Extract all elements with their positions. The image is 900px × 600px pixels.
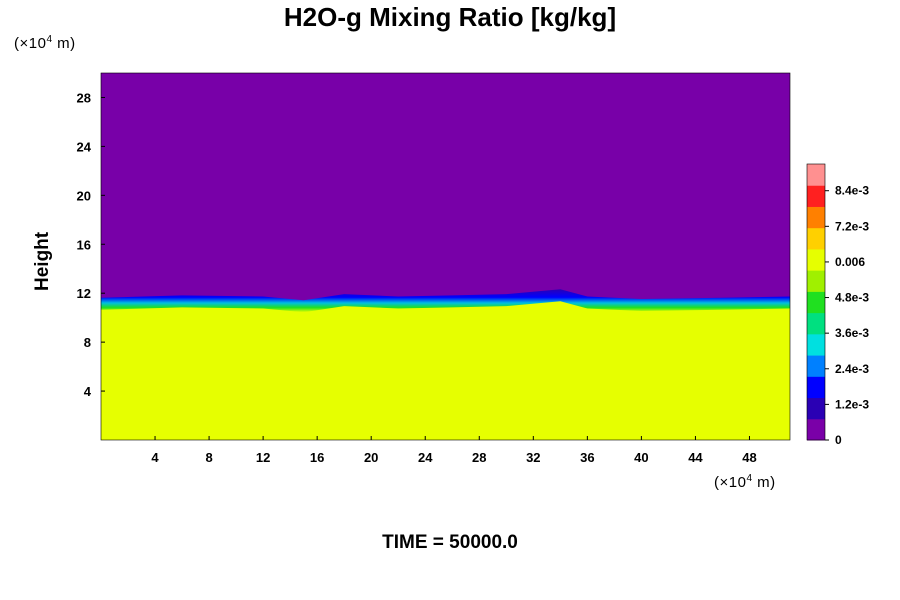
colorbar-label: 8.4e-3 [835,184,869,198]
colorbar-segment [807,333,825,356]
y-tick-label: 12 [77,286,91,301]
y-axis-unit: (×104 m) [14,34,76,52]
colorbar-segment [807,185,825,207]
colorbar-label: 0 [835,433,842,447]
x-tick-label: 24 [418,450,433,465]
x-tick-label: 16 [310,450,324,465]
upper-dry-layer [101,73,790,305]
colorbar-segment [807,418,825,441]
colorbar-segment [807,291,825,314]
colorbar-segment [807,312,825,335]
x-tick-label: 8 [205,450,212,465]
y-tick-label: 8 [84,335,91,350]
colorbar-label: 7.2e-3 [835,219,869,233]
colorbar-segment [807,376,825,399]
colorbar-segment [807,227,825,250]
x-tick-label: 20 [364,450,378,465]
y-tick-label: 24 [77,139,92,154]
colorbar-label: 1.2e-3 [835,397,869,411]
x-tick-label: 28 [472,450,486,465]
x-axis-unit: (×104 m) [714,473,776,491]
colorbar-segment [807,164,825,186]
x-tick-label: 48 [742,450,756,465]
x-tick-label: 4 [151,450,159,465]
x-tick-label: 32 [526,450,540,465]
x-tick-label: 44 [688,450,703,465]
colorbar-segment [807,248,825,271]
y-tick-label: 20 [77,188,91,203]
y-tick-label: 28 [77,90,91,105]
x-tick-label: 36 [580,450,594,465]
colorbar-segment [807,270,825,292]
colorbar-label: 3.6e-3 [835,326,869,340]
plot-frame [100,72,791,441]
x-tick-label: 12 [256,450,270,465]
y-tick-label: 4 [84,384,92,399]
colorbar-segment [807,355,825,377]
y-tick-label: 16 [77,237,91,252]
time-label: TIME = 50000.0 [382,532,518,553]
colorbar-label: 0.006 [835,255,865,269]
interface-transition-band [101,289,790,313]
colorbar-label: 2.4e-3 [835,362,869,376]
colorbar-frame [806,163,826,441]
x-tick-label: 40 [634,450,648,465]
colorbar-segment [807,397,825,420]
chart-title: H2O-g Mixing Ratio [kg/kg] [283,2,617,32]
colorbar-segment [807,206,825,229]
colorbar-label: 4.8e-3 [835,291,869,305]
